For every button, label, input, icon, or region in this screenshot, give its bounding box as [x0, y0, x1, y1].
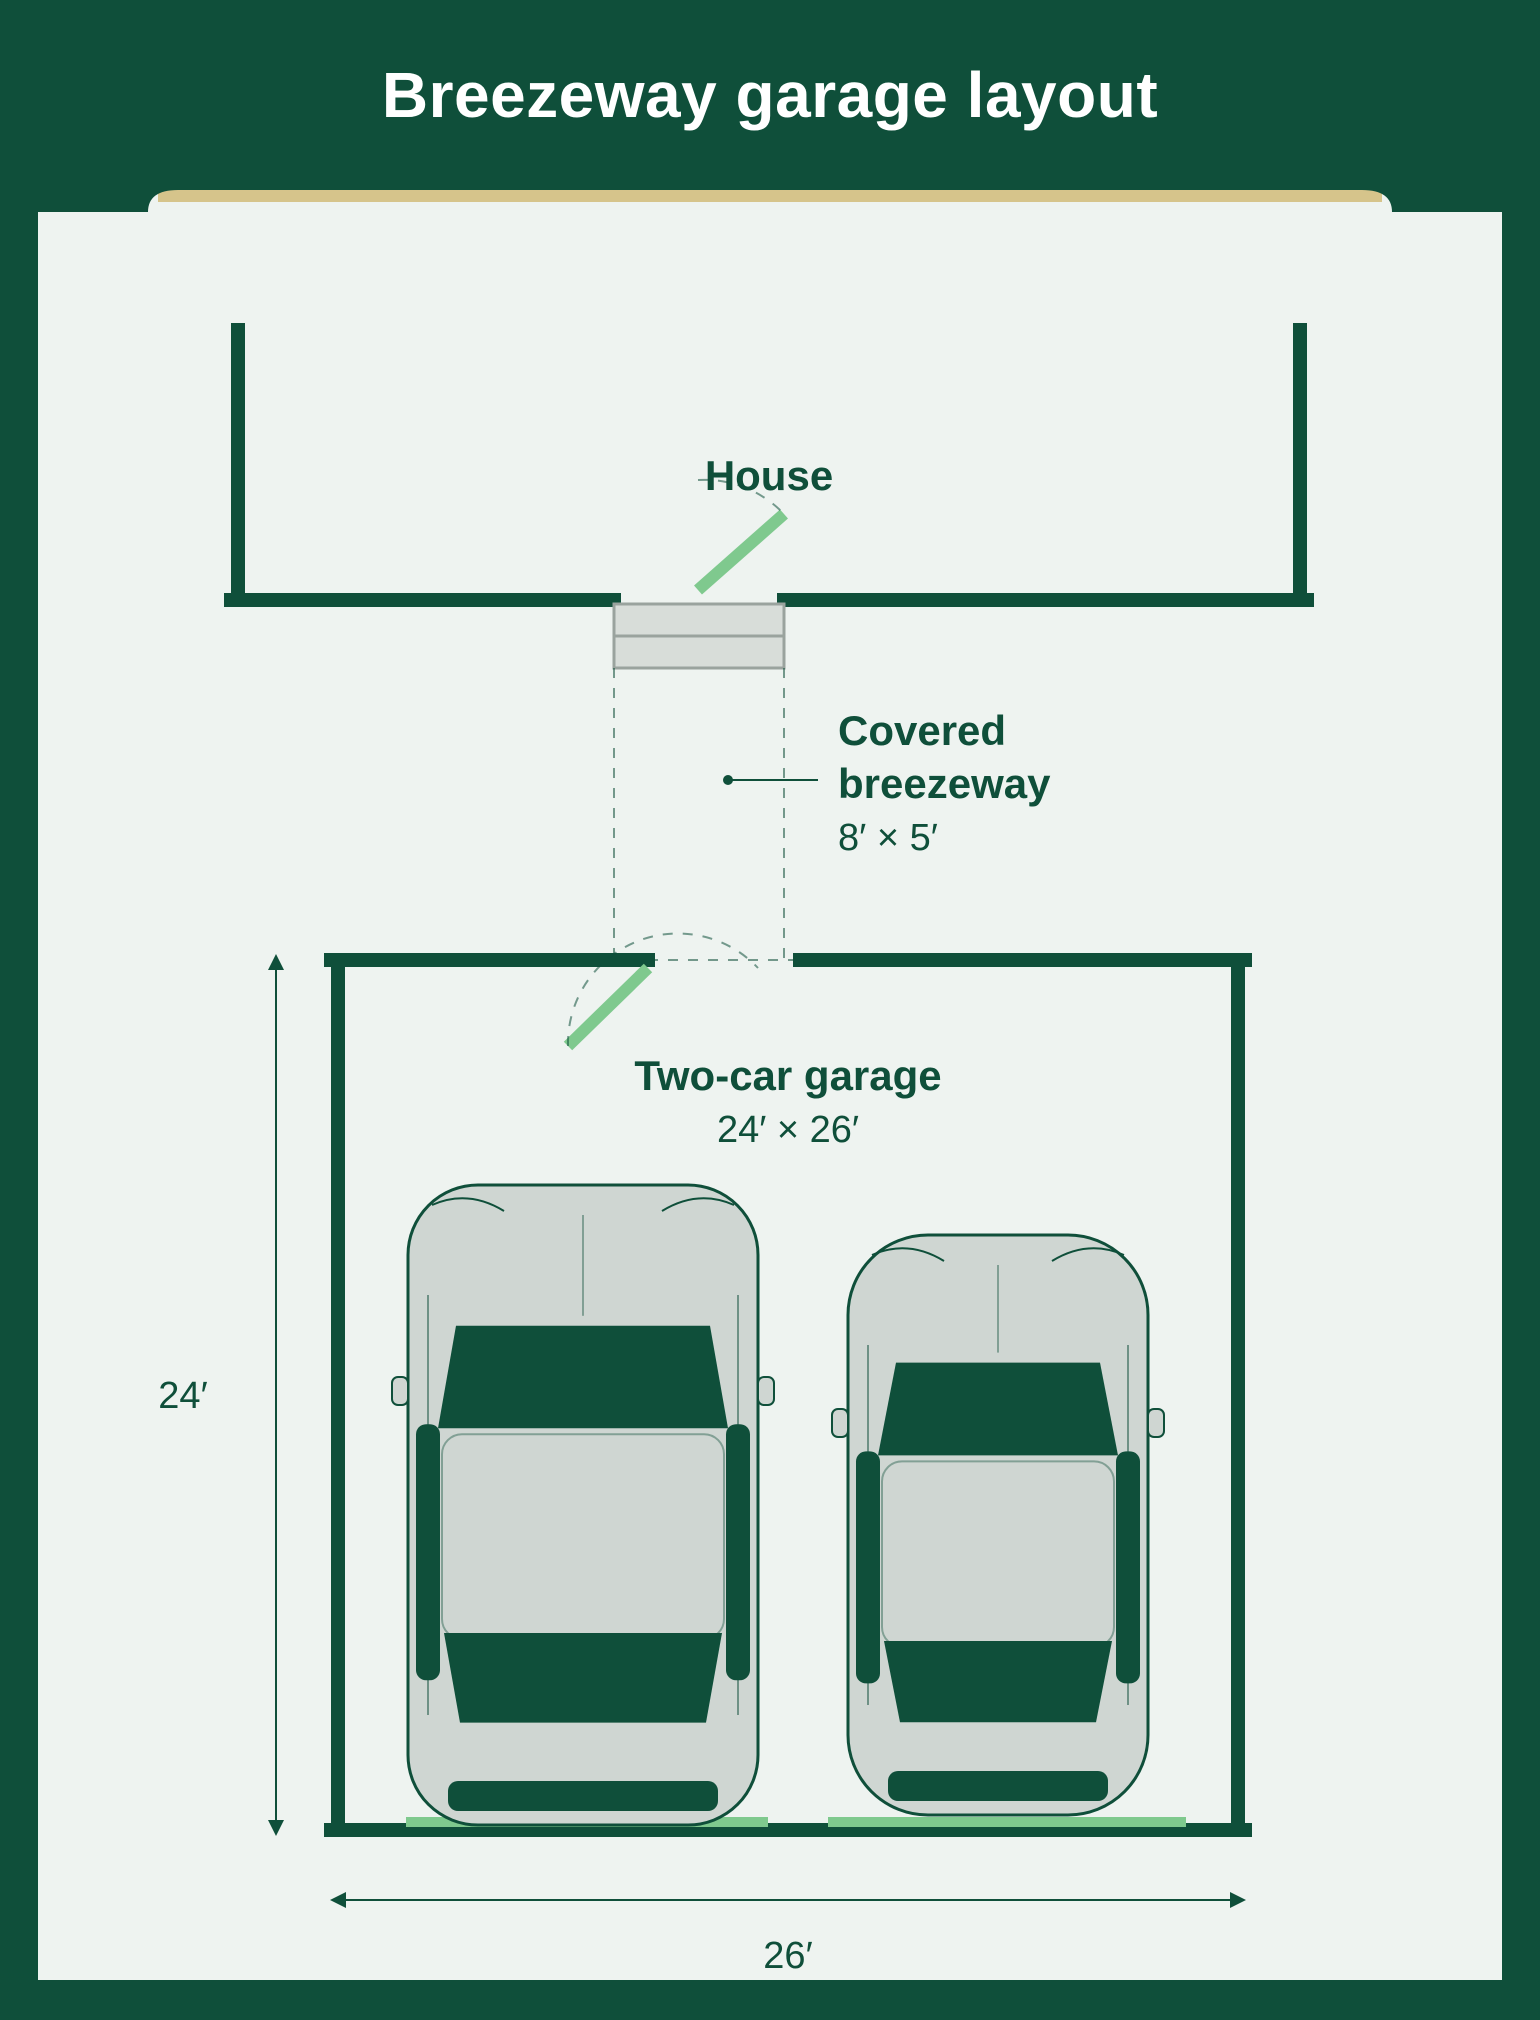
svg-text:8′ × 5′: 8′ × 5′ — [838, 817, 938, 859]
svg-text:26′: 26′ — [763, 1935, 812, 1977]
svg-text:24′ × 26′: 24′ × 26′ — [717, 1109, 859, 1151]
floorplan-canvas: House Covered breezeway 8′ × 5′ Two-car gara… — [38, 190, 1502, 1980]
svg-text:24′: 24′ — [158, 1375, 207, 1417]
svg-text:House: House — [705, 452, 833, 499]
svg-text:Covered: Covered — [838, 707, 1006, 754]
svg-text:breezeway: breezeway — [838, 760, 1051, 807]
page-title: Breezeway garage layout — [0, 0, 1540, 132]
svg-text:Two-car garage: Two-car garage — [634, 1052, 941, 1099]
